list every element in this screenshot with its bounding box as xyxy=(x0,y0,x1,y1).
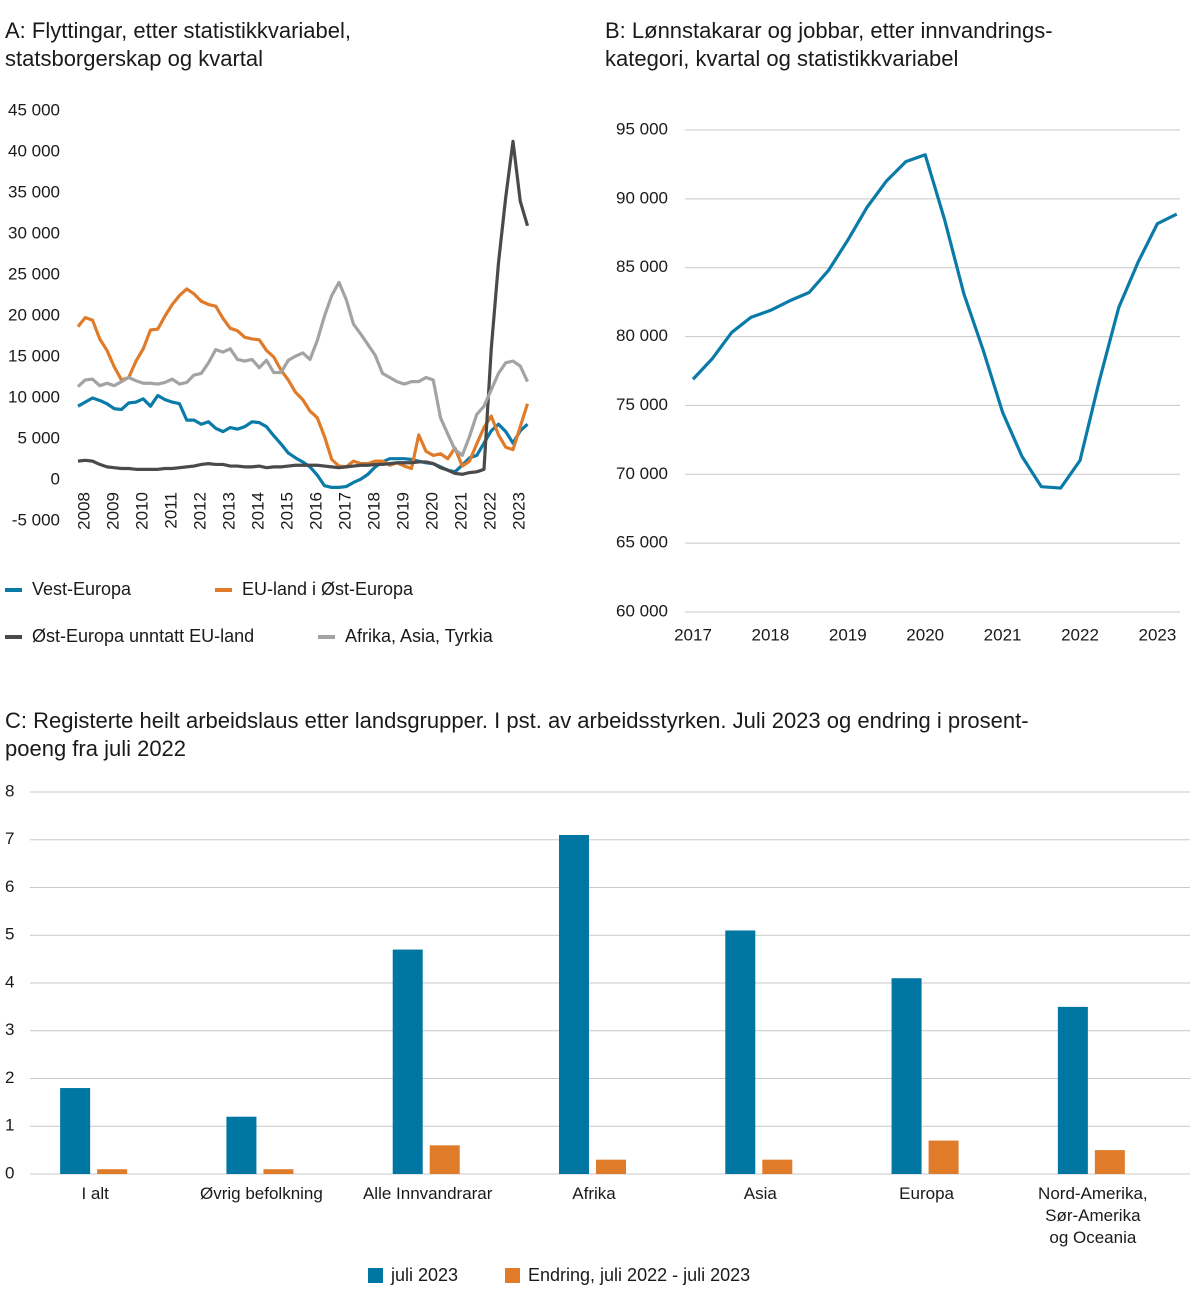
x-tick-label: 2014 xyxy=(249,492,268,530)
bar xyxy=(429,1145,460,1174)
y-tick-label: -5 000 xyxy=(12,510,60,529)
bar xyxy=(1057,1006,1088,1174)
x-tick-label: 2013 xyxy=(220,492,239,530)
x-tick-label: 2023 xyxy=(510,492,529,530)
y-tick-label: 25 000 xyxy=(8,264,60,283)
x-tick-label: Asia xyxy=(744,1184,778,1203)
y-tick-label: 30 000 xyxy=(8,223,60,242)
x-tick-label: 2020 xyxy=(423,492,442,530)
x-tick-label: Øvrig befolkning xyxy=(200,1184,323,1203)
legend-swatch xyxy=(505,1268,520,1283)
x-tick-label: Europa xyxy=(899,1184,954,1203)
line xyxy=(691,153,1178,490)
x-tick-label: 2023 xyxy=(1138,625,1176,644)
bar xyxy=(891,978,922,1174)
y-tick-label: 6 xyxy=(5,877,14,896)
legend-label: Vest-Europa xyxy=(32,579,132,599)
y-tick-label: 5 xyxy=(5,925,14,944)
bar xyxy=(596,1159,626,1174)
y-tick-label: 10 000 xyxy=(8,387,60,406)
x-tick-label: 2009 xyxy=(104,492,123,530)
y-tick-label: 5 000 xyxy=(17,428,60,447)
x-tick-label: 2019 xyxy=(394,492,413,530)
y-tick-label: 20 000 xyxy=(8,305,60,324)
legend-label: EU-land i Øst-Europa xyxy=(242,579,414,599)
y-tick-label: 7 xyxy=(5,829,14,848)
x-tick-label: 2008 xyxy=(75,492,94,530)
x-tick-label: Alle Innvandrarar xyxy=(363,1184,493,1203)
y-tick-label: 0 xyxy=(5,1163,14,1182)
y-tick-label: 60 000 xyxy=(616,601,668,620)
y-tick-label: 45 000 xyxy=(8,100,60,119)
bar xyxy=(928,1140,959,1174)
x-tick-label: 2016 xyxy=(307,492,326,530)
line xyxy=(76,280,529,457)
bar xyxy=(263,1169,294,1174)
y-tick-label: 40 000 xyxy=(8,141,60,160)
y-tick-label: 80 000 xyxy=(616,326,668,345)
chart-title: B: Lønnstakarar og jobbar, etter innvand… xyxy=(605,18,1053,71)
legend-label: Øst-Europa unntatt EU-land xyxy=(32,626,254,646)
y-tick-label: 1 xyxy=(5,1116,14,1135)
y-tick-label: 85 000 xyxy=(616,257,668,276)
x-tick-label: 2015 xyxy=(278,492,297,530)
y-tick-label: 15 000 xyxy=(8,346,60,365)
y-tick-label: 75 000 xyxy=(616,395,668,414)
legend-swatch xyxy=(368,1268,383,1283)
chart-title: C: Registerte heilt arbeidslaus etter la… xyxy=(5,708,1029,761)
legend-label: Afrika, Asia, Tyrkia xyxy=(345,626,494,646)
bar xyxy=(725,930,756,1174)
x-tick-label: 2021 xyxy=(984,625,1022,644)
x-tick-label: Afrika xyxy=(572,1184,616,1203)
x-tick-label: 2018 xyxy=(751,625,789,644)
y-tick-label: 90 000 xyxy=(616,188,668,207)
x-tick-label: 2011 xyxy=(162,492,181,529)
y-tick-label: 3 xyxy=(5,1020,14,1039)
y-tick-label: 95 000 xyxy=(616,119,668,138)
y-tick-label: 8 xyxy=(5,781,14,800)
bar xyxy=(559,834,589,1174)
x-tick-label: 2021 xyxy=(452,492,471,530)
bar xyxy=(97,1169,128,1174)
y-tick-label: 65 000 xyxy=(616,533,668,552)
x-tick-label: I alt xyxy=(81,1184,109,1203)
x-tick-label: 2020 xyxy=(906,625,944,644)
bar xyxy=(1094,1150,1125,1174)
legend-label: Endring, juli 2022 - juli 2023 xyxy=(528,1265,750,1285)
bar xyxy=(60,1088,91,1174)
y-tick-label: 2 xyxy=(5,1068,14,1087)
y-tick-label: 70 000 xyxy=(616,464,668,483)
y-tick-label: 4 xyxy=(5,972,14,991)
x-tick-label: 2017 xyxy=(336,492,355,530)
x-tick-label: 2022 xyxy=(481,492,500,530)
chart-title: A: Flyttingar, etter statistikkvariabel,… xyxy=(5,18,351,71)
line xyxy=(77,139,530,476)
x-tick-label: 2012 xyxy=(191,492,210,530)
y-tick-label: 35 000 xyxy=(8,182,60,201)
x-tick-label: 2010 xyxy=(133,492,152,530)
x-tick-label: 2022 xyxy=(1061,625,1099,644)
bar xyxy=(392,949,423,1174)
x-tick-label: 2017 xyxy=(674,625,712,644)
x-tick-label: 2018 xyxy=(365,492,384,530)
x-tick-label: Nord-Amerika, Sør-Amerika og Oceania xyxy=(1038,1184,1148,1247)
x-tick-label: 2019 xyxy=(829,625,867,644)
y-tick-label: 0 xyxy=(51,469,60,488)
line xyxy=(76,287,530,471)
bar xyxy=(226,1116,257,1174)
legend-label: juli 2023 xyxy=(390,1265,458,1285)
bar xyxy=(762,1159,793,1174)
